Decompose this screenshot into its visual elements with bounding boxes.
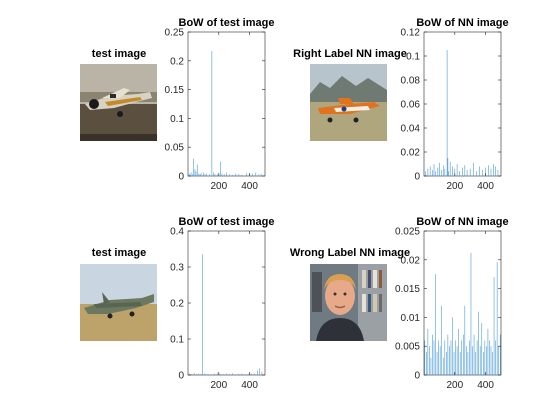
chart-title: BoW of NN image [416, 17, 508, 29]
chart-2: 0 0.02 0.04 0.06 0.08 0.1 0.12 200 400 BoW of NN … [401, 17, 509, 192]
test-image-title-1: test image [91, 48, 147, 60]
nn-image-1 [310, 64, 387, 141]
y-tick-label: 0.015 [395, 284, 420, 295]
chart-4: 0 0.005 0.01 0.015 0.02 0.025 200 400 BoW of NN … [395, 216, 509, 391]
y-tick-label: 0.06 [401, 100, 421, 111]
y-tick-label: 0.25 [165, 28, 185, 39]
y-tick-label: 0 [178, 371, 184, 382]
y-tick-label: 0.005 [395, 342, 420, 353]
chart-3: 0 0.1 0.2 0.3 0.4 200 400 BoW of test image [170, 216, 274, 391]
y-tick-label: 0 [414, 172, 420, 183]
y-tick-label: 0.05 [165, 143, 185, 154]
chart-title: BoW of test image [179, 17, 275, 29]
x-tick-label: 400 [477, 380, 494, 391]
chart-title: BoW of test image [179, 216, 275, 228]
y-tick-label: 0.025 [395, 227, 420, 238]
y-tick-label: 0.08 [401, 76, 421, 87]
nn-image-title-1: Right Label NN image [293, 48, 407, 60]
charts-layer: 0 0.05 0.1 0.15 0.2 0.25 200 400 BoW of test ima… [165, 17, 509, 391]
y-tick-label: 0.2 [170, 56, 184, 67]
y-tick-label: 0.12 [401, 28, 421, 39]
y-tick-label: 0.1 [170, 335, 184, 346]
y-tick-label: 0.02 [401, 255, 421, 266]
y-tick-label: 0 [414, 371, 420, 382]
y-tick-label: 0.2 [170, 299, 184, 310]
chart-title: BoW of NN image [416, 216, 508, 228]
x-tick-label: 400 [241, 380, 258, 391]
x-tick-label: 200 [210, 380, 227, 391]
y-tick-label: 0.04 [401, 124, 421, 135]
x-tick-label: 200 [210, 181, 227, 192]
y-tick-label: 0.02 [401, 148, 421, 159]
test-image-1 [80, 64, 157, 141]
x-tick-label: 200 [446, 181, 463, 192]
y-tick-label: 0.15 [165, 85, 185, 96]
y-tick-label: 0.4 [170, 227, 184, 238]
x-tick-label: 200 [446, 380, 463, 391]
x-tick-label: 400 [241, 181, 258, 192]
y-tick-label: 0.01 [401, 313, 421, 324]
chart-1: 0 0.05 0.1 0.15 0.2 0.25 200 400 BoW of test ima… [165, 17, 275, 192]
y-tick-label: 0.1 [406, 52, 420, 63]
axes-box [423, 31, 502, 177]
y-tick-label: 0.3 [170, 263, 184, 274]
y-tick-label: 0.1 [170, 114, 184, 125]
nn-image-2 [310, 264, 387, 341]
axes-box [187, 230, 266, 376]
axes-box [187, 31, 266, 177]
y-tick-label: 0 [178, 172, 184, 183]
test-image-title-2: test image [91, 247, 147, 259]
test-image-2 [80, 264, 157, 341]
nn-image-title-2: Wrong Label NN image [289, 247, 411, 259]
x-tick-label: 400 [477, 181, 494, 192]
